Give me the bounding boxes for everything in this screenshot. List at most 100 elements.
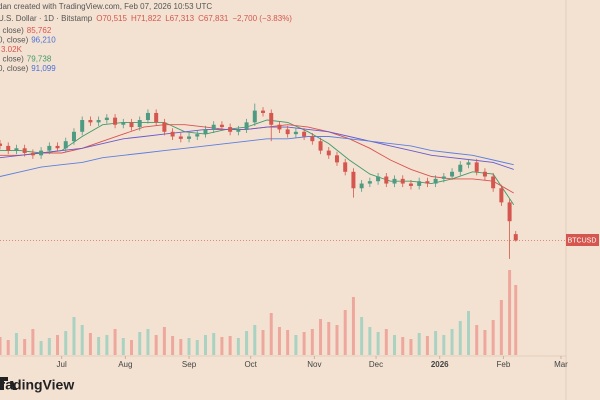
volume-bar: [245, 331, 249, 355]
volume-bar: [508, 270, 512, 355]
candle-body: [170, 131, 175, 137]
volume-bar: [499, 300, 503, 355]
volume-bar: [475, 325, 479, 355]
legend-label: 0, close): [0, 64, 29, 73]
volume-bar: [56, 335, 60, 355]
volume-bar: [269, 313, 273, 355]
volume-bar: [187, 338, 191, 355]
volume-bar: [286, 330, 290, 355]
volume-bar: [14, 333, 18, 355]
candle-body: [441, 176, 446, 179]
legend-entry: , close) 85,762: [0, 26, 52, 35]
legend-label: , close): [0, 26, 24, 35]
volume-bar: [154, 335, 158, 355]
candle-body: [14, 148, 19, 151]
volume-bar: [39, 341, 43, 355]
low-label: L67,313: [165, 14, 194, 23]
volume-bar: [212, 333, 216, 355]
volume-bar: [434, 331, 438, 355]
candle-body: [22, 148, 27, 153]
candle-body: [425, 181, 430, 184]
candle-body: [351, 171, 356, 189]
volume-bar: [384, 329, 388, 355]
volume-bar: [417, 333, 421, 355]
volume-bar: [442, 335, 446, 355]
volume-bar: [88, 333, 92, 355]
candle-body: [203, 129, 208, 135]
candle-body: [30, 152, 35, 156]
candle-body: [491, 176, 496, 189]
volume-bar: [277, 327, 281, 355]
volume-bar: [220, 337, 224, 355]
volume-bar: [179, 339, 183, 355]
candle-body: [384, 176, 389, 184]
legend-label: 0, close): [0, 36, 29, 45]
volume-bar: [368, 327, 372, 355]
legend-entry: , close) 79,738: [0, 55, 52, 64]
candle-body: [376, 176, 381, 182]
candle-body: [178, 136, 183, 139]
candle-body: [507, 202, 512, 222]
candle-body: [252, 110, 257, 123]
candle-body: [450, 171, 455, 177]
candle-body: [261, 110, 266, 113]
candle-body: [359, 183, 364, 189]
volume-bar: [343, 310, 347, 355]
volume-bar: [31, 329, 35, 355]
volume-bar: [236, 338, 240, 355]
symbol-line: U.S. Dollar · 1D · Bitstamp O70,515 H71,82…: [0, 14, 292, 23]
volume-bar: [327, 322, 331, 355]
volume-bar: [146, 329, 150, 355]
volume-bar: [458, 321, 462, 355]
candle-body: [195, 134, 200, 137]
high-label: H71,822: [131, 14, 162, 23]
candle-body: [417, 181, 422, 186]
legend-value: 85,762: [27, 26, 52, 35]
volume-bar: [376, 332, 380, 355]
candle-body: [367, 181, 372, 184]
legend-entry: 0, close) 91,099: [0, 64, 56, 73]
volume-bar: [409, 339, 413, 355]
candle-body: [318, 141, 323, 151]
legend-entry: 0, close) 96,210: [0, 36, 56, 45]
candle-body: [285, 129, 290, 135]
watermark: TradingView: [0, 377, 74, 393]
volume-bar: [228, 336, 232, 355]
candle-body: [71, 131, 76, 142]
x-tick-label: 2026: [431, 360, 449, 369]
volume-bar: [72, 317, 76, 355]
candle-body: [0, 143, 2, 146]
candle-body: [96, 120, 101, 123]
volume-bar: [121, 338, 125, 355]
x-tick-label: Mar: [554, 360, 568, 369]
volume-bar: [261, 330, 265, 355]
candle-body: [236, 129, 241, 132]
candle-body: [187, 136, 192, 139]
candle-body: [244, 122, 249, 130]
volume-bar: [310, 329, 314, 355]
volume-bar: [47, 338, 51, 355]
volume-bar: [64, 331, 68, 355]
legend-value: 91,099: [31, 64, 56, 73]
candle-body: [293, 131, 298, 135]
candle-body: [466, 162, 471, 165]
candle-body: [39, 150, 44, 156]
volume-bar: [195, 340, 199, 355]
candle-body: [302, 131, 307, 137]
volume-bar: [130, 340, 134, 355]
volume-bar: [0, 337, 2, 355]
volume-bar: [113, 329, 117, 355]
legend-label: , close): [0, 55, 24, 64]
x-tick-label: Sep: [182, 360, 197, 369]
price-tag-box: [566, 234, 599, 246]
candle-body: [55, 145, 60, 149]
volume-bar: [483, 330, 487, 355]
volume-bar: [302, 332, 306, 355]
candle-body: [499, 188, 504, 203]
legend-value: 3.02K: [1, 45, 23, 54]
candle-body: [458, 164, 463, 172]
candle-body: [513, 234, 518, 241]
candle-body: [219, 124, 224, 128]
